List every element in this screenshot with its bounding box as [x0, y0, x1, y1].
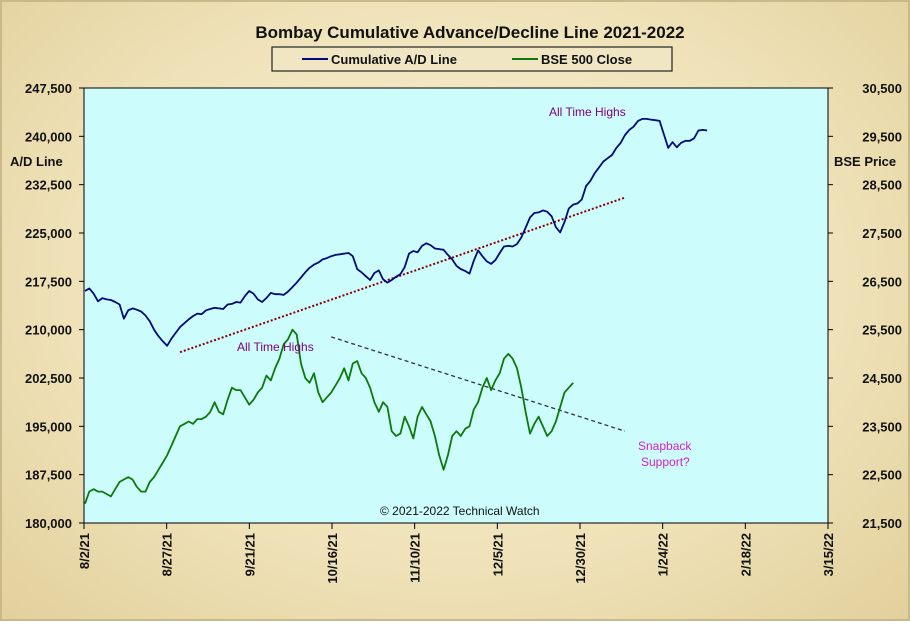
right-tick-label: 26,500 [862, 274, 902, 289]
right-axis-label: BSE Price [834, 154, 896, 169]
left-tick-label: 180,000 [25, 516, 72, 531]
left-tick-label: 202,500 [25, 371, 72, 386]
right-tick-label: 30,500 [862, 81, 902, 96]
bse-resistance-trendline [331, 336, 626, 432]
left-tick-label: 232,500 [25, 178, 72, 193]
right-tick-label: 24,500 [862, 371, 902, 386]
right-tick-label: 23,500 [862, 419, 902, 434]
x-tick-label: 12/30/21 [573, 533, 588, 584]
x-tick-label: 2/18/22 [738, 533, 753, 576]
series-line-bse [84, 328, 574, 505]
series-lines [84, 118, 708, 505]
right-tick-label: 21,500 [862, 516, 902, 531]
x-axis: 8/2/21 8/27/21 9/21/21 10/16/21 11/10/21 12/5… [77, 523, 836, 584]
legend: Cumulative A/D Line BSE 500 Close [271, 46, 673, 72]
chart-title: Bombay Cumulative Advance/Decline Line 2… [255, 23, 684, 42]
right-axis: 30,500 29,500 28,500 27,500 26,500 25,500 24,5… [828, 81, 902, 531]
x-tick-label: 11/10/21 [408, 533, 423, 583]
annotation-snapback: Snapback [638, 439, 692, 453]
x-tick-label: 8/27/21 [160, 533, 175, 576]
left-axis-label: A/D Line [10, 154, 63, 169]
right-tick-label: 27,500 [862, 226, 902, 241]
plot-area [83, 87, 829, 524]
annotation-ad-highs: All Time Highs [549, 105, 626, 119]
left-tick-label: 187,500 [25, 468, 72, 483]
annotation-bse-highs: All Time Highs [237, 340, 314, 354]
left-tick-label: 225,000 [25, 226, 72, 241]
left-tick-label: 210,000 [25, 323, 72, 338]
left-tick-label: 217,500 [25, 274, 72, 289]
left-axis: 247,500 240,000 232,500 225,000 217,500 210,0… [25, 81, 84, 531]
legend-box [271, 46, 673, 72]
trendlines [179, 196, 626, 432]
series-line-ad [84, 118, 708, 347]
x-tick-label: 9/21/21 [242, 533, 257, 576]
x-tick-label: 8/2/21 [77, 533, 92, 569]
ad-support-trendline [179, 196, 626, 354]
left-tick-label: 240,000 [25, 129, 72, 144]
left-tick-label: 195,000 [25, 419, 72, 434]
right-tick-label: 28,500 [862, 178, 902, 193]
annotation-support: Support? [641, 455, 690, 469]
legend-label-bse: BSE 500 Close [541, 52, 632, 67]
left-tick-label: 247,500 [25, 81, 72, 96]
legend-label-ad: Cumulative A/D Line [331, 52, 457, 67]
x-tick-label: 3/15/22 [821, 533, 836, 576]
right-tick-label: 25,500 [862, 323, 902, 338]
copyright-text: © 2021-2022 Technical Watch [380, 504, 540, 518]
x-tick-label: 12/5/21 [490, 533, 505, 576]
x-tick-label: 1/24/22 [656, 533, 671, 576]
right-tick-label: 22,500 [862, 468, 902, 483]
right-tick-label: 29,500 [862, 129, 902, 144]
x-tick-label: 10/16/21 [325, 533, 340, 584]
